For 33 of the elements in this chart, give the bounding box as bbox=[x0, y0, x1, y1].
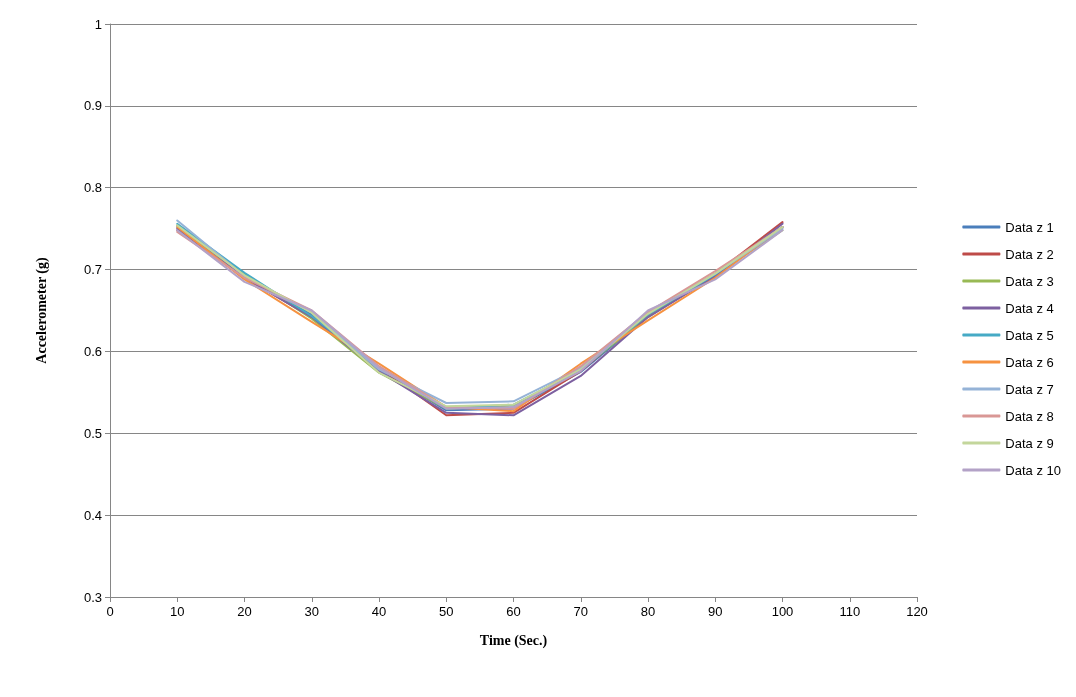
x-tick-label: 40 bbox=[371, 604, 387, 619]
legend-label: Data z 6 bbox=[1005, 354, 1054, 370]
y-tick-label: 0.5 bbox=[83, 425, 102, 441]
y-tick-label: 0.3 bbox=[83, 589, 102, 605]
x-tick-label: 20 bbox=[237, 604, 252, 619]
x-tick-label: 80 bbox=[640, 604, 656, 619]
x-tick-label: 100 bbox=[771, 604, 794, 619]
y-tick-label: 0.7 bbox=[83, 262, 102, 278]
legend-label: Data z 2 bbox=[1005, 246, 1054, 262]
x-axis-title: Time (Sec.) bbox=[479, 632, 548, 649]
x-tick-label: 0 bbox=[106, 604, 114, 619]
y-tick-label: 0.4 bbox=[83, 507, 102, 523]
legend-label: Data z 4 bbox=[1005, 300, 1054, 316]
legend-label: Data z 5 bbox=[1005, 327, 1054, 343]
x-tick-label: 120 bbox=[906, 604, 928, 619]
y-axis-title: Accelerometer (g) bbox=[33, 256, 50, 364]
legend-label: Data z 1 bbox=[1005, 219, 1054, 235]
x-tick-label: 50 bbox=[439, 604, 454, 619]
y-tick-label: 0.8 bbox=[83, 180, 102, 196]
x-tick-label: 60 bbox=[506, 604, 521, 619]
legend-label: Data z 7 bbox=[1005, 381, 1054, 397]
legend-label: Data z 9 bbox=[1005, 435, 1054, 451]
y-tick-label: 1 bbox=[94, 16, 102, 32]
x-tick-label: 70 bbox=[573, 604, 588, 619]
y-tick-label: 0.9 bbox=[83, 98, 102, 114]
x-tick-label: 10 bbox=[170, 604, 185, 619]
x-tick-label: 90 bbox=[708, 604, 723, 619]
legend-label: Data z 3 bbox=[1005, 273, 1054, 289]
x-tick-label: 110 bbox=[839, 604, 861, 619]
legend-label: Data z 8 bbox=[1005, 408, 1054, 424]
legend-label: Data z 10 bbox=[1005, 462, 1062, 478]
x-tick-label: 30 bbox=[304, 604, 319, 619]
y-tick-label: 0.6 bbox=[83, 343, 102, 359]
